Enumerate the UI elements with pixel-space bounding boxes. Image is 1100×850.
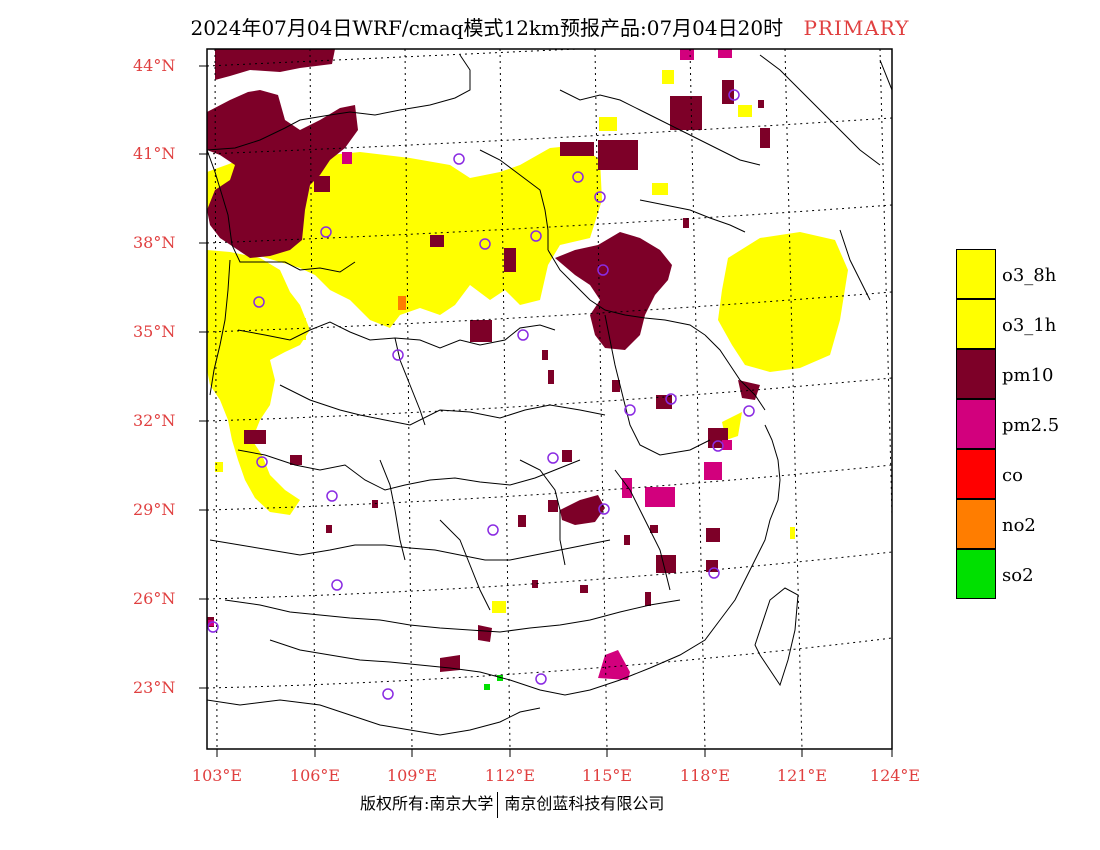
copyright-right: 南京创蓝科技有限公司 <box>504 794 665 813</box>
station-markers <box>207 89 755 700</box>
graticule <box>207 49 892 749</box>
legend-swatch <box>956 249 996 299</box>
lat-label-26: 26°N <box>133 589 176 608</box>
lat-label-32: 32°N <box>133 411 176 430</box>
lon-label-115: 115°E <box>581 766 633 785</box>
legend-label: so2 <box>1002 565 1034 586</box>
title-tag: PRIMARY <box>803 16 910 40</box>
so2-spot <box>484 684 490 690</box>
legend-swatch <box>956 499 996 549</box>
legend-swatch <box>956 349 996 399</box>
legend-label: o3_1h <box>1002 315 1057 336</box>
copyright-left: 版权所有:南京大学 <box>360 794 494 813</box>
lat-label-41: 41°N <box>133 144 176 163</box>
lon-label-112: 112°E <box>484 766 536 785</box>
map-title: 2024年07月04日WRF/cmaq模式12km预报产品:07月04日20时 … <box>0 12 1100 41</box>
lat-label-44: 44°N <box>133 56 176 75</box>
lon-label-103: 103°E <box>191 766 243 785</box>
legend-label: no2 <box>1002 515 1036 536</box>
lat-label-23: 23°N <box>133 678 176 697</box>
copyright-footer: 版权所有:南京大学 南京创蓝科技有限公司 <box>360 790 664 818</box>
legend-label: o3_8h <box>1002 265 1057 286</box>
legend-swatch <box>956 399 996 449</box>
boundaries <box>207 54 892 736</box>
pm10-area <box>207 49 770 672</box>
legend-label: pm10 <box>1002 365 1054 386</box>
lat-label-35: 35°N <box>133 322 176 341</box>
lon-label-109: 109°E <box>386 766 438 785</box>
legend-swatch <box>956 449 996 499</box>
no2-spot <box>398 296 406 310</box>
lat-label-29: 29°N <box>133 500 176 519</box>
map-frame <box>206 48 893 750</box>
so2-spot <box>497 675 503 681</box>
lon-label-106: 106°E <box>289 766 341 785</box>
footer-divider <box>497 791 499 818</box>
legend-swatch <box>956 549 996 599</box>
lon-label-121: 121°E <box>776 766 828 785</box>
lon-label-118: 118°E <box>679 766 731 785</box>
title-main: 2024年07月04日WRF/cmaq模式12km预报产品:07月04日20时 <box>190 16 784 40</box>
ticks <box>199 65 893 757</box>
legend-label: pm2.5 <box>1002 415 1060 436</box>
legend-label: co <box>1002 465 1023 486</box>
lon-label-124: 124°E <box>869 766 921 785</box>
legend-swatch <box>956 299 996 349</box>
lat-label-38: 38°N <box>133 233 176 252</box>
